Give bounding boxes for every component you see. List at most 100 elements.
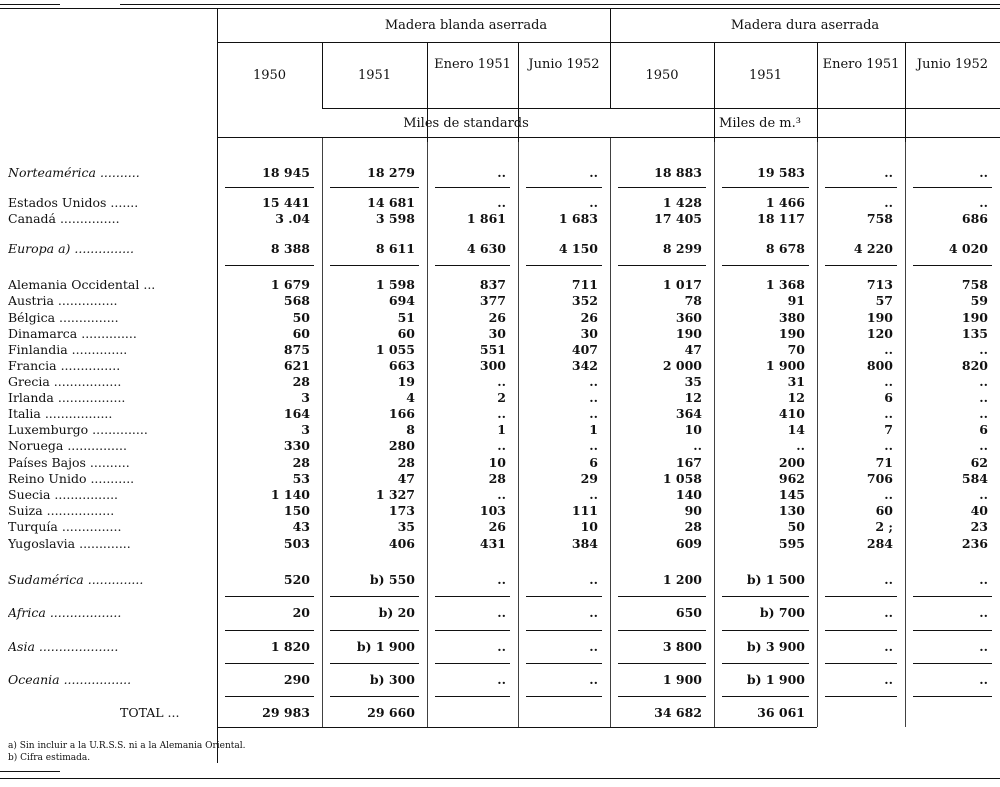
table-cell: 36 061 — [757, 705, 805, 720]
table-cell: 2 ; — [875, 519, 893, 534]
column-header: 1951 — [748, 68, 783, 83]
table-cell: 236 — [961, 536, 988, 551]
table-cell: .. — [497, 438, 506, 453]
table-cell: 167 — [675, 455, 702, 470]
rule — [225, 265, 314, 266]
table-cell: b) 20 — [378, 605, 415, 620]
table-cell: 150 — [283, 503, 310, 518]
table-cell: 800 — [866, 358, 893, 373]
rule — [435, 265, 510, 266]
column-header: 1951 — [357, 68, 392, 83]
rule — [217, 42, 1000, 43]
table-cell: .. — [979, 605, 988, 620]
rule — [120, 4, 1000, 5]
table-cell: 17 405 — [654, 211, 702, 226]
table-cell: 1 055 — [375, 342, 415, 357]
table-cell: 342 — [571, 358, 598, 373]
rule — [825, 630, 897, 631]
table-cell: .. — [497, 605, 506, 620]
rule — [0, 4, 60, 5]
table-cell: 3 — [301, 422, 310, 437]
rule — [618, 696, 706, 697]
table-cell: 47 — [684, 342, 702, 357]
table-cell: 6 — [589, 455, 598, 470]
table-cell: 650 — [675, 605, 702, 620]
table-cell: 1 140 — [270, 487, 310, 502]
table-cell: 3 — [301, 390, 310, 405]
table-cell: 4 — [406, 390, 415, 405]
table-cell: 4 630 — [466, 241, 506, 256]
table-cell: b) 1 500 — [746, 572, 805, 587]
table-cell: 3 .04 — [275, 211, 310, 226]
table-cell: 10 — [488, 455, 506, 470]
column-divider — [905, 137, 906, 727]
table-cell: 290 — [283, 672, 310, 687]
table-cell: 621 — [283, 358, 310, 373]
rule — [825, 663, 897, 664]
table-cell: .. — [979, 487, 988, 502]
table-cell: 28 — [684, 519, 702, 534]
table-cell: .. — [497, 487, 506, 502]
rule — [722, 265, 809, 266]
table-cell: .. — [589, 195, 598, 210]
rule — [435, 596, 510, 597]
table-cell: 1 327 — [375, 487, 415, 502]
column-header: Enero 1951 — [434, 57, 511, 72]
rule — [618, 596, 706, 597]
table-cell: 8 678 — [765, 241, 805, 256]
table-cell: b) 3 900 — [746, 639, 805, 654]
column-divider — [322, 42, 323, 108]
rule — [526, 187, 602, 188]
table-cell: 190 — [961, 310, 988, 325]
table-cell: .. — [589, 165, 598, 180]
table-cell: 28 — [488, 471, 506, 486]
row-label: Países Bajos .......... — [8, 455, 130, 470]
table-cell: 364 — [675, 406, 702, 421]
row-label: Finlandia .............. — [8, 342, 128, 357]
rule — [330, 265, 419, 266]
group-header-hardwood: Madera dura aserrada — [730, 18, 880, 33]
rule — [913, 187, 992, 188]
row-label: Oceania ................. — [8, 672, 132, 687]
row-label: Turquía ............... — [8, 519, 122, 534]
row-label: Norteamérica .......... — [8, 165, 140, 180]
row-label: TOTAL ... — [120, 705, 180, 720]
table-cell: .. — [497, 374, 506, 389]
table-cell: .. — [497, 195, 506, 210]
table-cell: .. — [589, 487, 598, 502]
table-cell: .. — [884, 342, 893, 357]
table-cell: 380 — [778, 310, 805, 325]
rule — [722, 187, 809, 188]
table-cell: 34 682 — [654, 705, 702, 720]
column-divider — [714, 42, 715, 142]
table-cell: .. — [979, 672, 988, 687]
rule — [825, 696, 897, 697]
table-cell: 20 — [292, 605, 310, 620]
table-cell: 71 — [875, 455, 893, 470]
table-cell: 1 200 — [662, 572, 702, 587]
row-label: Alemania Occidental ... — [8, 277, 156, 292]
rule — [913, 663, 992, 664]
rule — [225, 596, 314, 597]
table-cell: 8 — [406, 422, 415, 437]
row-label: Francia ............... — [8, 358, 121, 373]
table-cell: .. — [497, 672, 506, 687]
column-divider — [518, 42, 519, 142]
table-cell: 19 583 — [757, 165, 805, 180]
table-cell: .. — [884, 572, 893, 587]
table-cell: 145 — [778, 487, 805, 502]
table-cell: 694 — [388, 293, 415, 308]
column-divider — [714, 137, 715, 727]
rule — [435, 696, 510, 697]
table-cell: 60 — [397, 326, 415, 341]
row-label: Suiza ................. — [8, 503, 115, 518]
footnote-b: b) Cifra estimada. — [8, 753, 91, 763]
table-cell: 14 — [787, 422, 805, 437]
table-cell: 190 — [778, 326, 805, 341]
table-cell: 568 — [283, 293, 310, 308]
row-label: Europa a) ............... — [8, 241, 135, 256]
column-divider — [817, 137, 818, 727]
unit-softwood: Miles de standards — [403, 116, 529, 131]
rule — [913, 596, 992, 597]
table-cell: 284 — [866, 536, 893, 551]
